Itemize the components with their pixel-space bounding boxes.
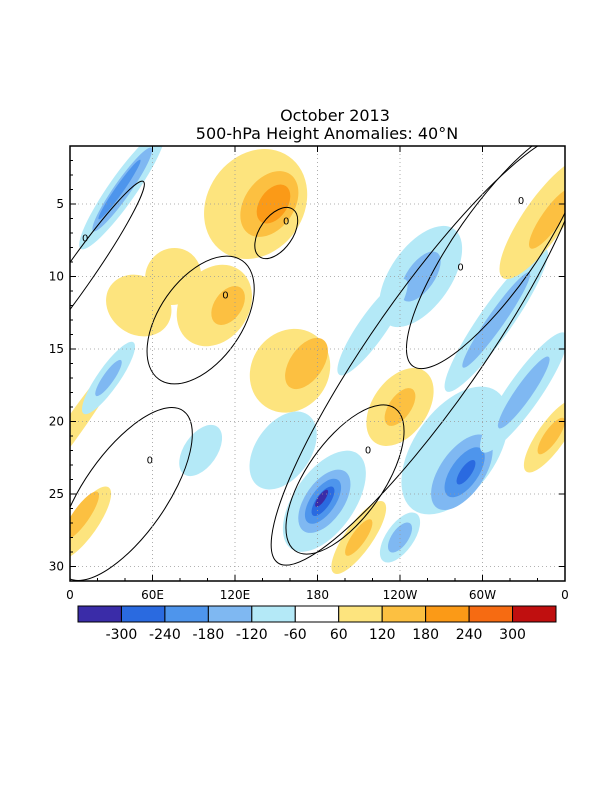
zero-contour-4 xyxy=(285,404,405,555)
chart-title: October 2013 xyxy=(280,106,390,125)
colorbar-box xyxy=(338,605,383,623)
zero-contour-label: 0 xyxy=(283,216,289,227)
y-tick-label: 20 xyxy=(49,415,64,429)
colorbar-box xyxy=(207,605,253,623)
negative-anomaly-27 xyxy=(497,356,550,429)
x-tick-label: 120W xyxy=(383,588,418,602)
y-tick-label: 15 xyxy=(49,342,64,356)
y-tick-label: 10 xyxy=(49,270,64,284)
x-tick-label: 180 xyxy=(306,588,329,602)
colorbar-label: -120 xyxy=(236,627,268,643)
positive-anomaly-2 xyxy=(70,491,99,540)
colorbar-label: 120 xyxy=(369,627,396,643)
colorbar-box xyxy=(164,605,209,623)
zero-contour-label: 0 xyxy=(365,445,371,456)
zero-contour-5 xyxy=(270,146,565,566)
colorbar-label: 240 xyxy=(456,627,483,643)
zero-contour-3 xyxy=(70,407,193,581)
zero-contour-label: 0 xyxy=(82,234,88,245)
negative-anomaly-23 xyxy=(400,251,441,302)
negative-anomaly-17 xyxy=(315,489,329,507)
y-tick-label: 5 xyxy=(56,197,64,211)
colorbar-box xyxy=(120,605,166,623)
colorbar-box xyxy=(425,605,470,623)
x-tick-label: 0 xyxy=(66,588,74,602)
x-axis: 0 60E 120E 180 120W 60W 0 xyxy=(66,146,569,602)
colorbar-box xyxy=(512,605,557,623)
chart-subtitle: 500-hPa Height Anomalies: 40°N xyxy=(196,124,458,143)
zero-contour-1 xyxy=(254,206,299,260)
colorbar-label: 300 xyxy=(499,627,526,643)
colorbar-box xyxy=(251,605,296,623)
negative-anomaly-5 xyxy=(98,159,141,220)
negative-anomaly-7 xyxy=(95,359,122,397)
y-tick-label: 30 xyxy=(49,560,64,574)
negative-anomaly-37 xyxy=(179,424,223,477)
grid-lines xyxy=(70,146,565,581)
colorbar-label: -60 xyxy=(284,627,307,643)
colorbar-box xyxy=(381,605,427,623)
zero-contour-label: 0 xyxy=(147,456,153,467)
positive-anomaly-36 xyxy=(211,286,245,325)
negative-anomaly-25 xyxy=(462,272,531,368)
colorbar-label: -240 xyxy=(149,627,181,643)
colorbar-label: -300 xyxy=(106,627,138,643)
y-axis: 5 10 15 20 25 30 xyxy=(49,160,565,582)
negative-anomaly-21 xyxy=(456,459,476,485)
colorbar-box xyxy=(77,605,122,623)
colorbar-box xyxy=(468,605,514,623)
negative-anomaly-42 xyxy=(387,522,413,553)
positive-anomaly-31 xyxy=(537,417,565,455)
colorbar-label: 180 xyxy=(412,627,439,643)
zero-contour-6 xyxy=(405,146,565,370)
zero-contour-label: 0 xyxy=(222,290,228,301)
colorbar: -300 -240 -180 -120 -60 60 120 180 240 300 xyxy=(77,605,557,643)
zero-contour-0 xyxy=(70,180,145,373)
zero-contour-2 xyxy=(146,255,255,385)
shaded-anomaly-fields xyxy=(70,146,565,574)
positive-anomaly-29 xyxy=(529,188,565,249)
x-tick-label: 60W xyxy=(469,588,496,602)
zero-contour-label: 0 xyxy=(518,196,524,207)
y-tick-label: 25 xyxy=(49,487,64,501)
x-tick-label: 60E xyxy=(141,588,164,602)
colorbar-box xyxy=(294,605,340,623)
x-tick-label: 120E xyxy=(220,588,251,602)
zero-contours: 0 0 0 0 0 0 0 xyxy=(70,146,565,581)
positive-anomaly-33 xyxy=(345,519,373,556)
colorbar-label: -180 xyxy=(192,627,224,643)
colorbar-label: 60 xyxy=(330,627,348,643)
negative-anomaly-38 xyxy=(337,279,408,376)
zero-contour-label: 0 xyxy=(457,263,463,274)
x-tick-label: 0 xyxy=(561,588,569,602)
negative-anomaly-34 xyxy=(249,411,317,490)
positive-anomaly-10 xyxy=(256,184,291,224)
positive-anomaly-44 xyxy=(106,274,172,337)
